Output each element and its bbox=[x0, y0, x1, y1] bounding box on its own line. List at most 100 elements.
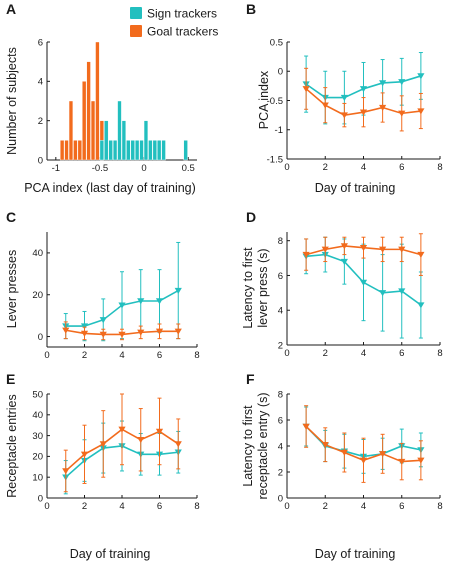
data-point bbox=[118, 302, 126, 309]
y-axis-label: Latency to first bbox=[241, 247, 255, 329]
bar-goal bbox=[82, 81, 87, 161]
bar-goal bbox=[86, 61, 91, 161]
bar-goal bbox=[73, 140, 78, 161]
series-goal bbox=[302, 405, 425, 483]
data-point bbox=[359, 279, 368, 286]
data-point bbox=[155, 328, 164, 335]
x-tick-label: 6 bbox=[399, 162, 404, 173]
data-point bbox=[359, 457, 368, 464]
data-point bbox=[417, 108, 425, 115]
y-tick-label: 0 bbox=[38, 493, 43, 504]
data-point bbox=[340, 449, 348, 456]
y-tick-label: 2 bbox=[278, 340, 283, 351]
bar-sign bbox=[183, 140, 188, 161]
series-goal bbox=[302, 67, 425, 132]
bar-goal bbox=[60, 140, 65, 161]
y-axis-label: PCA index bbox=[257, 70, 271, 129]
y-tick-label: 0 bbox=[38, 332, 43, 343]
x-tick-label: -0.5 bbox=[92, 163, 108, 174]
data-point bbox=[62, 468, 70, 475]
data-point bbox=[340, 243, 348, 250]
x-tick-label: 6 bbox=[399, 348, 404, 359]
data-point bbox=[302, 251, 310, 259]
panel-b: B 0 2 4 6 8 -1.5 -1 -0.5 0 0.5 PCA index Day of trai… bbox=[246, 1, 443, 195]
data-point bbox=[137, 329, 145, 336]
bar-sign bbox=[161, 140, 166, 161]
bar-goal bbox=[90, 100, 96, 161]
data-point bbox=[321, 246, 329, 253]
bar-sign bbox=[112, 140, 118, 161]
x-tick-label: -1 bbox=[52, 163, 60, 174]
data-point bbox=[302, 423, 310, 430]
y-axis-label: Latency to first bbox=[241, 405, 255, 487]
x-axis-label: Day of training bbox=[315, 181, 396, 195]
series-goal bbox=[62, 393, 182, 493]
x-tick-label: 6 bbox=[157, 501, 162, 512]
panel-letter: C bbox=[6, 209, 16, 225]
data-point bbox=[174, 287, 182, 294]
data-point bbox=[321, 442, 329, 449]
y-tick-label: 8 bbox=[278, 236, 283, 247]
x-axis-label: PCA index (last day of training) bbox=[24, 181, 196, 195]
y-tick-label: 6 bbox=[278, 415, 283, 426]
data-point bbox=[99, 331, 107, 338]
bar-sign bbox=[130, 140, 135, 161]
x-tick-label: 4 bbox=[119, 501, 124, 512]
x-tick-label: 8 bbox=[437, 501, 442, 512]
legend-label-goal: Goal trackers bbox=[147, 25, 218, 39]
legend: Sign trackers Goal trackers bbox=[130, 7, 218, 39]
data-point bbox=[417, 73, 425, 80]
panel-a: A -1 -0.5 0 0.5 0 2 4 6 Number of subjects PCA ind… bbox=[5, 1, 197, 195]
data-point bbox=[398, 246, 406, 253]
data-point bbox=[398, 288, 406, 295]
panel-c: C 0 2 4 6 8 0 20 40 Lever presses bbox=[5, 209, 200, 361]
x-tick-label: 0.5 bbox=[182, 163, 195, 174]
panel-f: F 0 2 4 6 8 0 2 4 6 8 Latency to first receptacle en… bbox=[241, 371, 443, 561]
bar-sign bbox=[135, 140, 140, 161]
y-tick-label: 4 bbox=[38, 77, 43, 88]
x-tick-label: 0 bbox=[141, 163, 146, 174]
series-goal bbox=[62, 321, 182, 341]
legend-swatch-sign bbox=[130, 7, 142, 19]
x-tick-label: 4 bbox=[361, 501, 366, 512]
y-tick-label: 50 bbox=[32, 389, 43, 400]
data-point bbox=[417, 302, 425, 309]
y-tick-label: 40 bbox=[32, 248, 43, 259]
data-point bbox=[80, 451, 89, 458]
series-sign bbox=[62, 241, 182, 342]
x-tick-label: 8 bbox=[194, 350, 199, 361]
bar-sign bbox=[139, 140, 144, 161]
legend-label-sign: Sign trackers bbox=[147, 7, 217, 21]
panel-letter: B bbox=[246, 1, 256, 17]
bar-sign bbox=[99, 140, 104, 161]
data-point bbox=[137, 298, 145, 305]
data-point bbox=[379, 80, 387, 87]
data-point bbox=[80, 323, 89, 330]
y-tick-label: 10 bbox=[32, 473, 43, 484]
data-point bbox=[118, 426, 126, 433]
data-point bbox=[174, 328, 182, 335]
y-axis-label: receptacle entry (s) bbox=[256, 393, 270, 500]
data-point bbox=[340, 112, 348, 119]
y-tick-label: 0 bbox=[38, 155, 43, 166]
bar-sign bbox=[126, 140, 131, 161]
bar-goal bbox=[77, 140, 82, 161]
y-tick-label: 4 bbox=[278, 306, 283, 317]
x-tick-label: 2 bbox=[323, 501, 328, 512]
y-tick-label: 6 bbox=[278, 271, 283, 282]
bar-sign bbox=[143, 120, 149, 161]
x-tick-label: 4 bbox=[119, 350, 124, 361]
x-tick-label: 0 bbox=[44, 501, 49, 512]
x-tick-label: 8 bbox=[437, 162, 442, 173]
y-tick-label: 6 bbox=[38, 37, 43, 48]
bar-sign bbox=[152, 140, 157, 161]
data-point bbox=[359, 109, 368, 116]
data-point bbox=[174, 441, 182, 448]
y-axis-label: lever press (s) bbox=[256, 248, 270, 327]
y-tick-label: 40 bbox=[32, 410, 43, 421]
bar-goal bbox=[95, 41, 100, 161]
data-point bbox=[359, 86, 368, 93]
data-point bbox=[398, 79, 406, 86]
bar-goal bbox=[64, 140, 69, 161]
